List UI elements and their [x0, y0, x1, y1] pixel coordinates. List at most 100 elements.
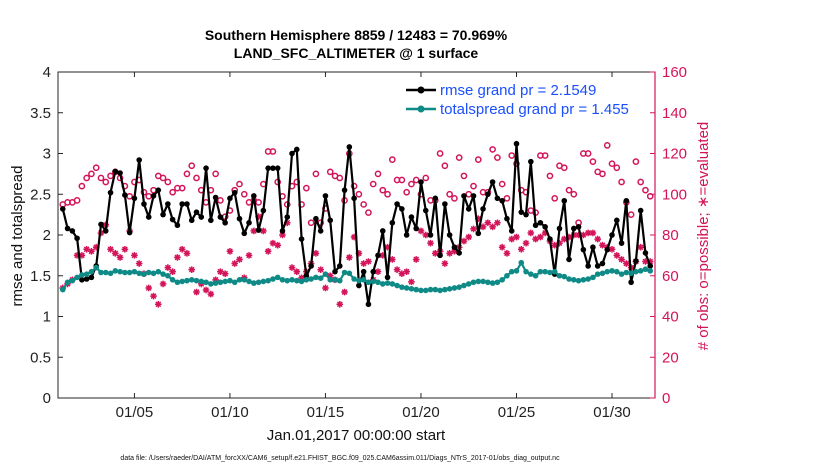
- rmse-point: [222, 219, 228, 226]
- rmse-point: [184, 201, 190, 207]
- totalspread-point: [332, 277, 338, 283]
- obs-possible-point: [508, 152, 516, 159]
- y-tick-label: 1: [43, 309, 51, 326]
- legend-background: [400, 78, 648, 120]
- totalspread-point: [403, 285, 410, 291]
- rmse-point: [475, 230, 482, 237]
- rmse-point: [523, 211, 529, 218]
- rmse-point: [102, 228, 109, 234]
- obs-evaluated-point: [503, 250, 511, 257]
- y-axis-right-label: # of obs: o=possible; ∗=evaluated: [695, 122, 712, 351]
- obs-possible-point: [360, 201, 368, 208]
- y-tick-label: 1.5: [30, 268, 51, 285]
- totalspread-point: [470, 279, 477, 286]
- totalspread-point: [317, 275, 324, 281]
- obs-evaluated-point: [474, 215, 482, 222]
- y-tick-label: 3.5: [30, 105, 51, 122]
- rmse-point: [618, 240, 625, 246]
- y-right-tick-label: 160: [662, 64, 687, 81]
- rmse-point: [174, 222, 181, 229]
- obs-possible-point: [365, 209, 372, 216]
- obs-evaluated-point: [599, 241, 606, 249]
- rmse-point: [59, 206, 66, 212]
- obs-evaluated-point: [207, 290, 215, 298]
- rmse-point: [131, 195, 138, 202]
- totalspread-point: [160, 271, 166, 277]
- rmse-point: [528, 158, 534, 165]
- obs-possible-point: [145, 192, 153, 200]
- obs-evaluated-point: [417, 227, 425, 235]
- left-axis-ticks: 0 0.5 1 1.5 2 2.5 3 3.5 4: [30, 64, 63, 407]
- obs-evaluated-point: [451, 248, 458, 255]
- rmse-point: [64, 225, 71, 232]
- obs-possible-point: [355, 190, 363, 198]
- obs-evaluated-point: [355, 250, 363, 257]
- totalspread-point: [270, 276, 276, 282]
- rmse-point: [117, 170, 123, 176]
- y-right-tick-label: 20: [662, 349, 679, 366]
- rmse-point: [294, 146, 300, 153]
- y-tick-label: 3: [43, 146, 51, 163]
- rmse-point: [394, 201, 400, 207]
- obs-possible-point: [603, 142, 611, 149]
- footer-data-file: data file: /Users/raeder/DAI/ATM_forcXX/…: [120, 455, 560, 462]
- rmse-point: [623, 197, 630, 204]
- totalspread-point: [236, 277, 243, 283]
- obs-evaluated-point: [221, 270, 229, 278]
- obs-evaluated-point: [255, 213, 262, 220]
- rmse-point: [480, 206, 486, 212]
- rmse-point: [470, 193, 477, 199]
- obs-evaluated-point: [374, 268, 382, 275]
- totalspread-point: [141, 271, 147, 277]
- obs-possible-point: [494, 154, 501, 161]
- obs-evaluated-point: [73, 252, 81, 259]
- obs-evaluated-point: [78, 252, 86, 259]
- rmse-point: [637, 207, 644, 214]
- rmse-point: [88, 274, 95, 281]
- obs-possible-point: [78, 182, 86, 190]
- obs-evaluated-point: [608, 245, 616, 253]
- obs-possible-point: [570, 190, 578, 198]
- totalspread-point: [485, 279, 491, 286]
- obs-evaluated-point: [560, 235, 568, 243]
- rmse-point: [341, 187, 348, 193]
- obs-evaluated-point: [556, 239, 563, 247]
- totalspread-point: [513, 268, 520, 274]
- obs-evaluated-point: [384, 243, 391, 251]
- rmse-point: [508, 228, 515, 234]
- totalspread-point: [265, 277, 271, 284]
- obs-possible-point: [541, 152, 549, 159]
- totalspread-point: [494, 279, 501, 286]
- obs-evaluated-point: [646, 258, 654, 265]
- rmse-point: [566, 256, 572, 263]
- obs-possible-point: [240, 190, 248, 198]
- obs-possible-point: [398, 176, 406, 184]
- obs-possible-point: [255, 199, 262, 206]
- obs-evaluated-point: [121, 245, 129, 253]
- obs-possible-point: [455, 154, 463, 161]
- totalspread-point: [418, 287, 424, 294]
- obs-possible-point: [379, 186, 387, 194]
- obs-evaluated-point: [508, 235, 516, 243]
- rmse-point: [599, 260, 606, 267]
- obs-possible-point: [627, 211, 635, 218]
- obs-evaluated-point: [269, 239, 277, 247]
- totalspread-point: [575, 277, 582, 284]
- totalspread-point: [131, 268, 138, 275]
- obs-evaluated-point: [288, 264, 296, 271]
- totalspread-point: [489, 280, 496, 286]
- obs-evaluated-point: [398, 270, 406, 278]
- rmse-point: [208, 217, 214, 224]
- rmse-point: [246, 219, 252, 226]
- totalspread-point: [145, 269, 152, 276]
- obs-evaluated-point: [83, 245, 90, 253]
- rmse-point: [456, 250, 462, 256]
- totalspread-point: [580, 277, 587, 283]
- obs-evaluated-point: [250, 227, 258, 235]
- obs-evaluated-point: [484, 219, 492, 227]
- obs-possible-point: [632, 158, 640, 165]
- totalspread-point: [508, 268, 515, 275]
- rmse-point: [136, 157, 142, 163]
- obs-possible-point: [613, 164, 621, 172]
